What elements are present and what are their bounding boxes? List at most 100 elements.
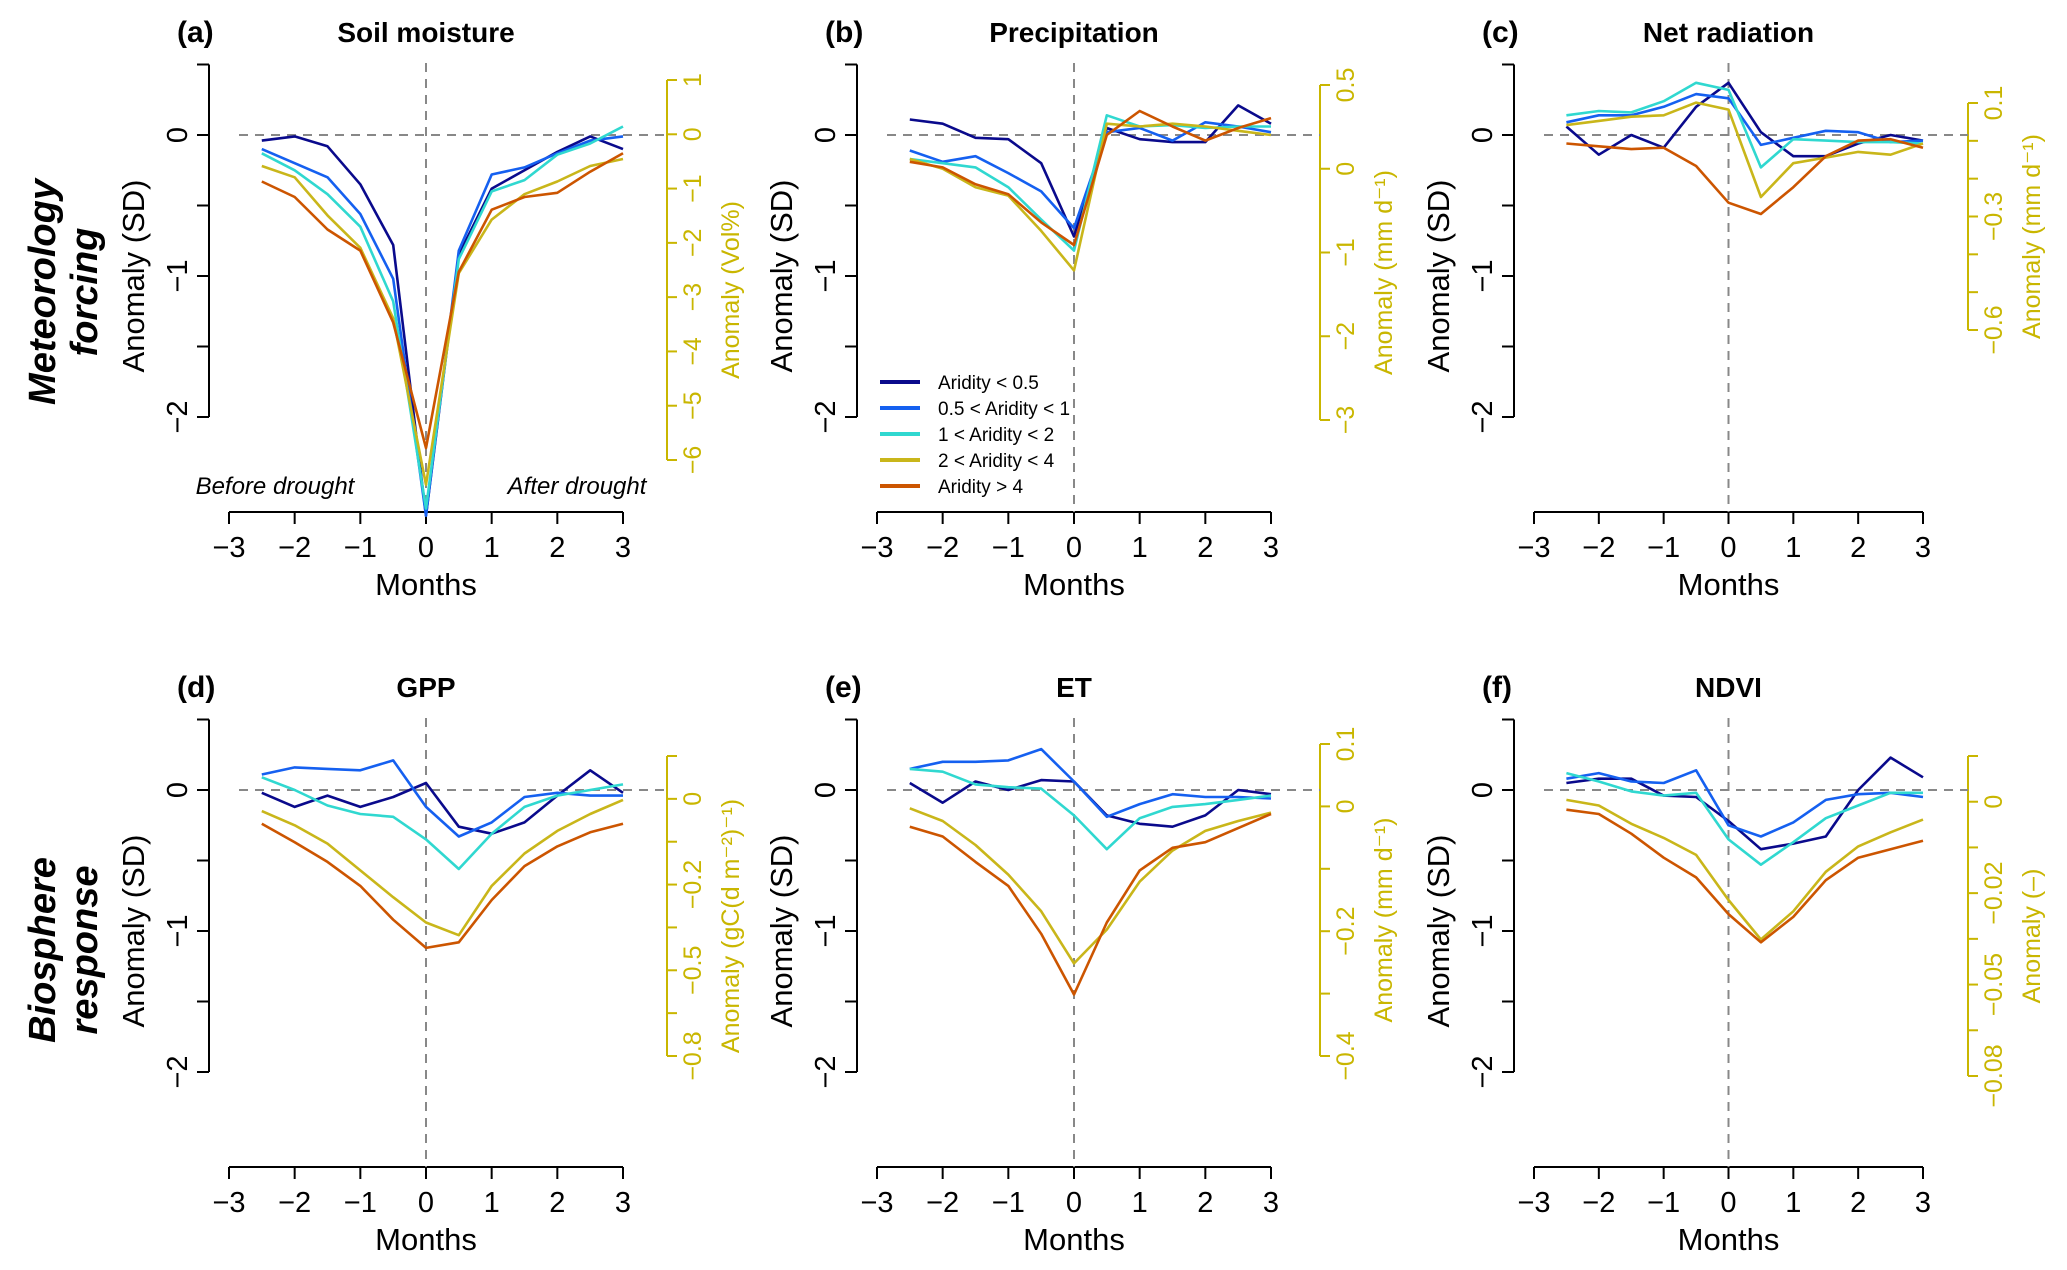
- y-tick-label: −1: [162, 914, 194, 947]
- right-tick-label: 1: [679, 73, 707, 87]
- right-tick-label: 0: [679, 127, 707, 141]
- right-tick-label: −0.02: [1980, 862, 2008, 925]
- x-tick-label: −3: [860, 1187, 893, 1219]
- x-axis-label: Months: [1678, 567, 1780, 602]
- x-tick-label: 3: [1915, 532, 1931, 564]
- x-tick-label: 3: [1915, 1187, 1931, 1219]
- right-tick-label: −1: [679, 174, 707, 203]
- series-line-3: [1566, 81, 1924, 169]
- x-tick-label: 2: [1850, 532, 1866, 564]
- right-tick-label: −6: [679, 446, 707, 475]
- y-tick-label: 0: [1467, 782, 1499, 798]
- legend: Aridity < 0.5 0.5 < Aridity < 1 1 < Aridit…: [880, 373, 1070, 498]
- y-axis-label: Anomaly (SD): [764, 835, 799, 1028]
- panel-label: (d): [177, 671, 215, 704]
- right-tick-label: −0.5: [679, 946, 707, 995]
- panel-net-radiation: (c) Net radiation 0 −1 −2 Anomaly (SD) −3 −2 −1 0…: [1421, 16, 2046, 602]
- series-line-4: [1566, 798, 1924, 941]
- right-tick-label: −0.2: [679, 860, 707, 909]
- right-axis-label: Anomaly (mm d⁻¹): [1370, 170, 1398, 375]
- x-tick-label: 1: [1132, 532, 1148, 564]
- series-line-2: [909, 747, 1272, 819]
- panel-ndvi: (f) NDVI 0 −1 −2 Anomaly (SD) −3 −2 −1 0 1 2 3 Months…: [1421, 671, 2046, 1257]
- row-label-meteorology-line2: forcing: [64, 228, 106, 357]
- y-axis-label: Anomaly (SD): [764, 180, 799, 373]
- y-tick-label: −1: [810, 914, 842, 947]
- x-axis-label: Months: [375, 567, 477, 602]
- right-tick-label: −0.4: [1332, 1031, 1360, 1080]
- x-tick-label: −1: [992, 532, 1025, 564]
- series-line-3: [261, 125, 624, 510]
- legend-entry: Aridity < 0.5: [938, 373, 1039, 394]
- y-tick-label: −2: [1467, 400, 1499, 433]
- x-tick-label: −1: [344, 1187, 377, 1219]
- x-tick-label: 2: [549, 1187, 565, 1219]
- panel-soil-moisture: (a) Soil moisture 0 −1 −2 Anomaly (SD) −3 −2 −1 0…: [116, 16, 745, 602]
- y-axis-label: Anomaly (SD): [1421, 180, 1456, 373]
- right-tick-label: −0.8: [679, 1031, 707, 1080]
- series-line-5: [261, 152, 624, 450]
- panel-title: NDVI: [1695, 672, 1762, 703]
- row-label-biosphere-line2: response: [64, 866, 106, 1035]
- right-tick-label: 0: [1332, 162, 1360, 176]
- x-tick-label: −1: [1647, 1187, 1680, 1219]
- series-line-4: [909, 122, 1272, 272]
- x-tick-label: 1: [1785, 1187, 1801, 1219]
- x-axis-label: Months: [375, 1222, 477, 1257]
- y-tick-label: −1: [1467, 259, 1499, 292]
- y-tick-label: −2: [810, 400, 842, 433]
- panel-et: (e) ET 0 −1 −2 Anomaly (SD) −3 −2 −1 0 1 2 3 Months 0.…: [764, 671, 1398, 1257]
- series-line-2: [1566, 768, 1924, 838]
- panel-label: (a): [177, 16, 214, 49]
- x-tick-label: −2: [1582, 532, 1615, 564]
- x-tick-label: 2: [1197, 1187, 1213, 1219]
- series-line-2: [909, 121, 1272, 230]
- right-tick-label: −4: [679, 337, 707, 366]
- series-line-3: [261, 776, 624, 871]
- right-tick-label: −3: [1332, 406, 1360, 435]
- x-tick-label: −3: [1517, 1187, 1550, 1219]
- x-axis-label: Months: [1023, 1222, 1125, 1257]
- row-label-meteorology-line1: Meteorology: [22, 177, 64, 405]
- x-tick-label: −1: [344, 532, 377, 564]
- series-line-3: [1566, 771, 1923, 867]
- x-tick-label: −3: [212, 532, 245, 564]
- legend-entry: 0.5 < Aridity < 1: [938, 399, 1070, 420]
- x-tick-label: 2: [549, 532, 565, 564]
- panel-title: GPP: [396, 672, 455, 703]
- x-axis-label: Months: [1023, 567, 1125, 602]
- y-tick-label: −2: [162, 1055, 194, 1088]
- right-tick-label: 0: [1980, 795, 2008, 809]
- right-tick-label: 0.5: [1332, 68, 1360, 103]
- panel-label: (c): [1482, 16, 1519, 49]
- x-tick-label: 2: [1197, 532, 1213, 564]
- right-axis-label: Anomaly (mm d⁻¹): [2018, 134, 2046, 339]
- panel-label: (e): [825, 671, 862, 704]
- series-line-4: [261, 157, 624, 487]
- panel-title: Net radiation: [1643, 17, 1814, 48]
- right-tick-label: −1: [1332, 238, 1360, 267]
- y-tick-label: −2: [1467, 1055, 1499, 1088]
- y-tick-label: 0: [810, 127, 842, 143]
- right-tick-label: 0.1: [1980, 86, 2008, 121]
- series-line-5: [1566, 808, 1924, 944]
- right-tick-label: −0.08: [1980, 1044, 2008, 1107]
- row-labels: Meteorology forcing Biosphere response: [22, 177, 106, 1043]
- x-tick-label: 0: [1720, 532, 1736, 564]
- x-tick-label: −1: [992, 1187, 1025, 1219]
- series-line-4: [909, 807, 1272, 965]
- x-tick-label: −1: [1647, 532, 1680, 564]
- x-tick-label: 3: [615, 532, 631, 564]
- series-line-5: [909, 812, 1272, 996]
- series-line-2: [1566, 92, 1924, 147]
- panel-precipitation: (b) Precipitation 0 −1 −2 Anomaly (SD) −3 −2 −1 0…: [764, 16, 1398, 602]
- x-tick-label: −2: [1582, 1187, 1615, 1219]
- right-tick-label: −2: [679, 229, 707, 258]
- right-tick-label: −0.05: [1980, 953, 2008, 1016]
- right-tick-label: −0.3: [1980, 192, 2008, 241]
- legend-entry: 1 < Aridity < 2: [938, 425, 1054, 446]
- legend-entry: 2 < Aridity < 4: [938, 451, 1055, 472]
- panel-title: ET: [1056, 672, 1092, 703]
